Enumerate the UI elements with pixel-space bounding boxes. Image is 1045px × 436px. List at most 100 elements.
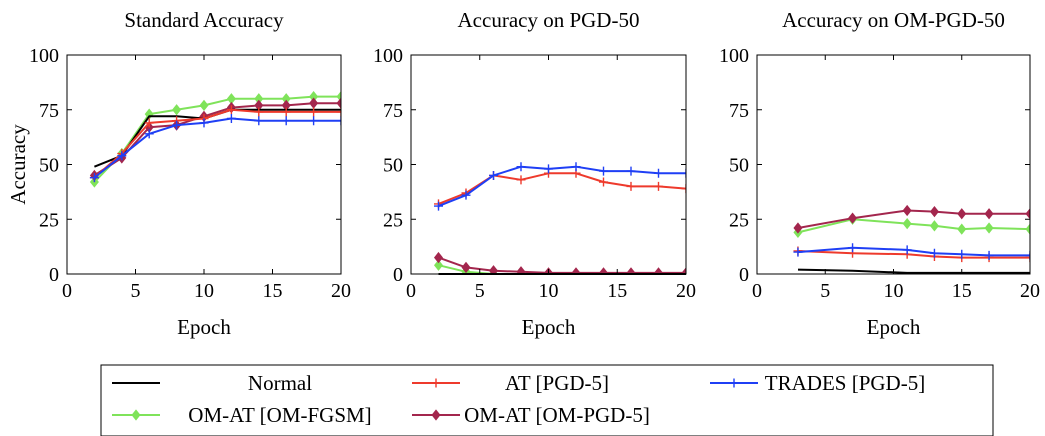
data-point <box>929 205 939 218</box>
data-point <box>929 248 939 258</box>
x-axis-label: Epoch <box>867 315 921 339</box>
series-line <box>797 209 1030 229</box>
series-om-at-om-pgd-5 <box>793 204 1030 234</box>
data-point <box>461 261 471 274</box>
data-point <box>117 151 127 161</box>
series-trades-pgd-5 <box>434 162 686 211</box>
series-line <box>93 108 341 179</box>
legend-marker <box>131 409 141 421</box>
x-axis-label: Epoch <box>177 315 231 339</box>
legend-label: OM-AT [OM-FGSM] <box>188 403 371 427</box>
y-tick-label: 75 <box>729 100 749 122</box>
data-point <box>1025 223 1030 235</box>
series-line <box>797 268 1030 274</box>
data-point <box>599 177 608 187</box>
data-point <box>461 190 471 200</box>
data-point <box>281 107 291 117</box>
legend-marker <box>431 378 441 388</box>
data-point <box>929 220 939 232</box>
chart-title: Accuracy on OM-PGD-50 <box>782 8 1005 32</box>
data-point <box>984 250 994 260</box>
y-tick-label: 25 <box>383 209 403 231</box>
chart-panel-3: Accuracy on OM-PGD-50 0 5 10 15 20 0 25 50 75 100 E… <box>719 8 1040 339</box>
legend-entry-at-pgd-5: AT [PGD-5] <box>412 371 609 395</box>
plot-frame <box>756 54 1031 275</box>
chart-title: Standard Accuracy <box>124 8 284 32</box>
data-point <box>902 204 912 217</box>
data-point <box>654 168 663 178</box>
legend-entry-normal: Normal <box>112 371 312 395</box>
y-tick-label: 75 <box>39 100 59 122</box>
legend-entry-om-at-om-fgsm: OM-AT [OM-FGSM] <box>112 403 372 427</box>
data-point <box>598 267 609 275</box>
plot-area <box>89 90 341 188</box>
x-tick-label: 10 <box>884 280 904 302</box>
legend-label: AT [PGD-5] <box>505 371 609 395</box>
data-point <box>848 212 858 224</box>
series-line <box>93 95 341 183</box>
y-tick-label: 25 <box>729 209 749 231</box>
data-point <box>172 120 182 130</box>
data-point <box>172 104 182 116</box>
data-point <box>1025 208 1030 220</box>
data-point <box>89 173 99 183</box>
data-point <box>516 175 526 185</box>
y-tick-label: 100 <box>373 45 403 67</box>
series-trades-pgd-5 <box>89 114 341 183</box>
data-point <box>489 170 498 180</box>
legend-label: OM-AT [OM-PGD-5] <box>464 403 650 427</box>
data-point <box>571 162 581 172</box>
y-tick-label: 50 <box>729 155 749 177</box>
data-point <box>793 222 803 234</box>
plot-area <box>433 162 686 275</box>
legend-entry-om-at-om-pgd-5: OM-AT [OM-PGD-5] <box>412 403 650 427</box>
legend-frame <box>100 364 994 436</box>
legend-entry-trades-pgd-5: TRADES [PGD-5] <box>710 371 925 395</box>
legend-label: TRADES [PGD-5] <box>765 371 925 395</box>
x-tick-label: 0 <box>752 280 762 302</box>
x-tick-label: 10 <box>194 280 214 302</box>
y-tick-label: 50 <box>39 155 59 177</box>
data-point <box>336 97 341 109</box>
legend-label: Normal <box>248 371 312 395</box>
data-point <box>434 201 443 211</box>
series-trades-pgd-5 <box>793 243 1030 260</box>
data-point <box>199 99 209 112</box>
data-point <box>957 223 967 235</box>
data-point <box>226 114 236 124</box>
y-tick-label: 100 <box>29 45 59 67</box>
data-point <box>516 266 526 275</box>
series-at-pgd-5 <box>434 168 686 209</box>
x-tick-label: 5 <box>475 280 485 302</box>
y-tick-label: 0 <box>739 264 749 286</box>
x-axis-label: Epoch <box>522 315 576 339</box>
x-tick-label: 15 <box>607 280 627 302</box>
series-at-pgd-5 <box>89 105 341 183</box>
series-line <box>93 102 341 177</box>
x-tick-label: 15 <box>263 280 283 302</box>
data-point <box>516 162 526 172</box>
data-point <box>653 267 664 275</box>
series-line <box>797 250 1030 259</box>
y-tick-label: 0 <box>393 264 403 286</box>
data-point <box>957 249 967 259</box>
data-point <box>626 267 636 275</box>
legend: Normal AT [PGD-5] TRADES [PGD-5] OM-AT [OM-… <box>100 364 994 436</box>
data-point <box>848 243 858 253</box>
data-point <box>599 166 608 176</box>
data-point <box>254 116 264 126</box>
x-tick-label: 5 <box>820 280 830 302</box>
data-point <box>984 222 994 234</box>
y-tick-label: 0 <box>49 264 59 286</box>
data-point <box>433 251 444 264</box>
data-point <box>902 245 912 255</box>
series-line <box>93 117 341 179</box>
data-point <box>654 181 663 191</box>
legend-marker <box>431 409 441 421</box>
data-point <box>309 107 319 117</box>
data-point <box>281 116 291 126</box>
data-point <box>902 217 912 230</box>
x-tick-label: 20 <box>1020 280 1040 302</box>
data-point <box>1025 250 1030 260</box>
